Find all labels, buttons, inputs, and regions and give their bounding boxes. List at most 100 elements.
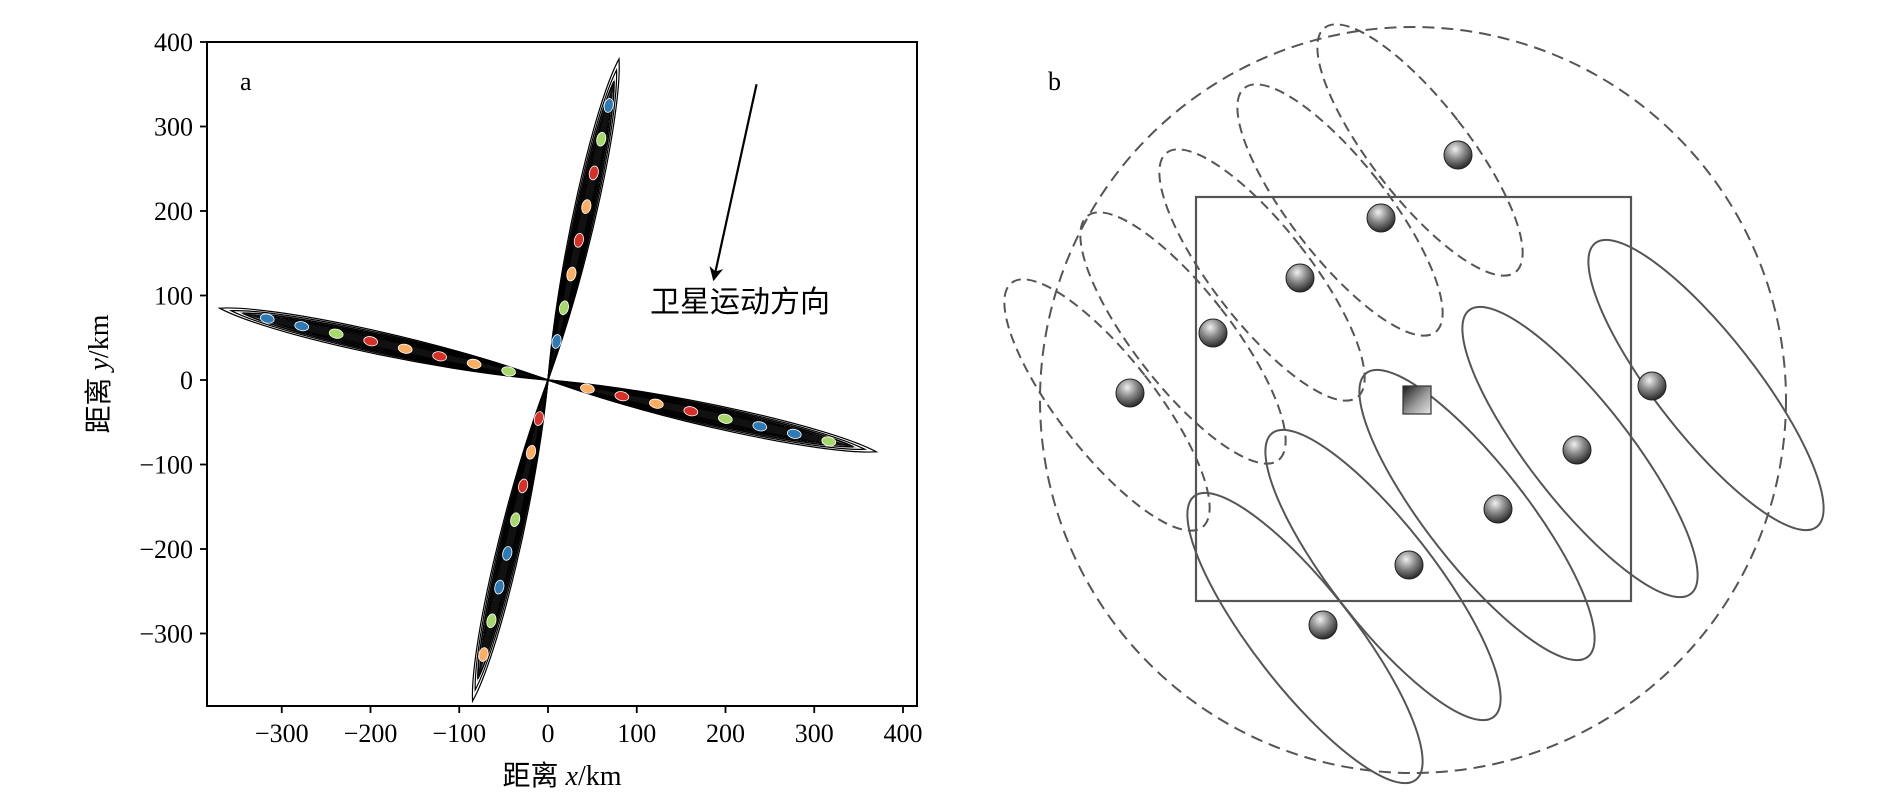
satellite-direction-label: 卫星运动方向 [650,286,830,319]
lobe-blob [573,233,584,248]
dashed-footprint-5 [1003,278,1211,532]
lobe [471,379,549,704]
lobe-contour [474,379,549,693]
station-marker [1115,378,1145,408]
station-marker [1394,550,1424,580]
x-axis-title-unit: /km [578,761,622,792]
lobe-blob [649,398,664,409]
x-axis-title: 距离 x/km [502,760,621,792]
lobe-blob [558,300,570,316]
lobe-blob [259,313,275,324]
lobe-blob [786,428,802,439]
station-marker [1366,203,1396,233]
lobe-blob [363,336,378,347]
x-tick-label: −200 [344,719,398,748]
solid-footprint-4 [1264,428,1502,722]
satellite-motion-arrow [709,84,758,282]
x-axis-title-var: x [565,761,579,792]
x-tick-label: 0 [542,719,555,748]
y-axis-title-var: y [84,357,115,373]
lobe [217,307,549,381]
dashed-footprint-4 [1079,211,1287,465]
lobe-blob [432,351,447,362]
x-tick-label: 400 [884,719,923,748]
station-marker [1198,318,1228,348]
lobe-blob [581,199,592,214]
solid-footprint-1 [1587,238,1825,532]
lobe-blob [525,444,537,460]
y-tick-label: −200 [139,535,193,564]
lobe-blob [501,366,516,377]
lobe-blob [486,613,497,629]
panel-b-label: b [1048,67,1061,96]
lobe-blob [518,478,529,494]
lobe-blob [533,411,545,426]
dashed-footprint-1 [1316,23,1524,277]
y-tick-label: 300 [154,113,193,142]
y-tick-label: 200 [154,197,193,226]
y-tick-label: 400 [154,28,193,57]
lobe-blob [588,165,599,181]
solid-footprint-5 [1186,491,1424,785]
panel-b: b [1003,23,1825,785]
lobe-blob [551,334,562,349]
panel-a-label: a [240,67,252,96]
plot-frame [206,41,918,707]
dashed-footprint-2 [1236,83,1444,337]
lobe-core [477,392,545,682]
lobe-blob [466,358,482,369]
lobe-blob [752,421,768,432]
solid-footprint-3 [1358,368,1596,662]
lobe-blob [683,406,699,417]
lobe-core [561,382,857,448]
lobe-blob [566,266,577,282]
solid-footprint-2 [1461,305,1699,599]
lobe [547,56,620,381]
lobe-blob [596,131,607,147]
lobe-blob [510,512,521,527]
lobe-blob [614,391,630,402]
dashed-footprint-3 [1158,148,1366,402]
y-axis-title-unit: /km [84,314,115,358]
panel-a: −300 −200 −100 0 100 200 300 400 400 300 200 100 0 −1… [83,28,923,792]
x-tick-label: −300 [255,719,309,748]
lobe [547,379,879,453]
station-marker [1637,371,1667,401]
lobe-blob [580,383,595,394]
lobe-blob [397,343,413,354]
lobe-blob [478,647,489,662]
station-marker [1308,610,1338,640]
lobe-core [239,312,535,378]
y-tick-label: −100 [139,451,193,480]
station-marker [1562,435,1592,465]
lobe-blob [502,546,513,561]
x-tick-label: 200 [706,719,745,748]
solid-footprints [1186,238,1825,785]
x-tick-label: 300 [795,719,834,748]
coverage-circle [1039,26,1787,774]
y-tick-label: 0 [180,366,193,395]
x-axis-title-prefix: 距离 [502,760,565,792]
station-marker [1285,263,1315,293]
lobe-contour [230,310,549,381]
x-tick-label: −100 [432,719,486,748]
x-tick-label: 100 [617,719,656,748]
lobe-blob [494,579,505,595]
y-tick-label: −300 [139,620,193,649]
lobe-blob [328,328,344,339]
lobe-contour [547,67,618,381]
target-area-square [1194,195,1633,603]
lobes-group [217,56,879,704]
lobe-blob [294,321,310,332]
y-axis-title-prefix: 距离 [83,370,115,433]
station-marker [1483,494,1513,524]
y-tick-label: 100 [154,282,193,311]
stations-group [1115,140,1667,640]
station-marker [1443,140,1473,170]
lobe-blob [718,413,733,424]
lobe-blob [821,436,837,447]
lobe-blob [603,98,614,113]
lobe-contour [547,379,866,450]
square-marker [1402,385,1432,415]
